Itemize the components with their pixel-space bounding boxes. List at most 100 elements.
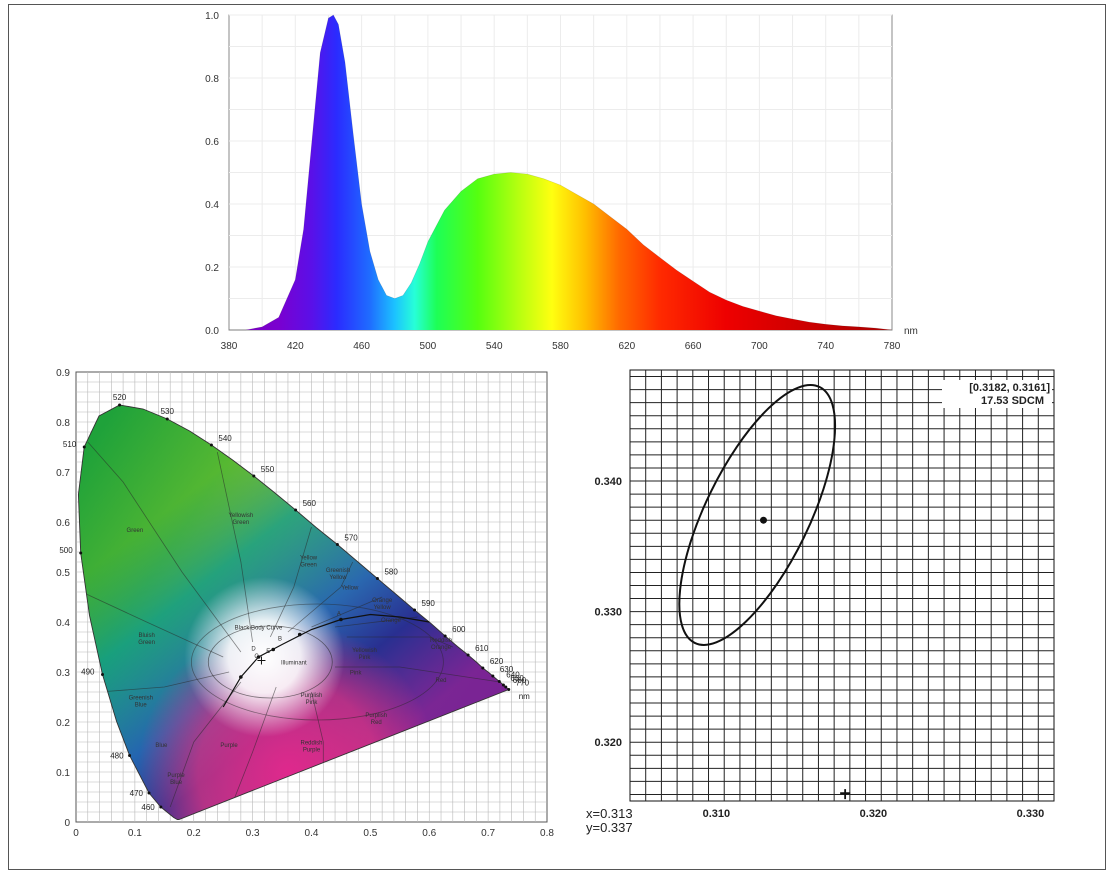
macadam-ellipse bbox=[678, 384, 837, 646]
cie-wavelength-label: 570 bbox=[344, 534, 358, 543]
cie-locus-tick bbox=[82, 445, 86, 449]
ellipse-sample-marker bbox=[840, 789, 851, 800]
cie-wavelength-label: 500 bbox=[59, 546, 73, 555]
spectrum-xtick-label: 740 bbox=[817, 341, 834, 352]
ellipse-ytick-label: 0.330 bbox=[594, 607, 622, 619]
cie-region-label: Purple bbox=[303, 748, 321, 754]
cie-wavelength-label: 550 bbox=[261, 465, 275, 474]
cie-black-body-curve bbox=[222, 613, 430, 708]
cie-locus-tick bbox=[118, 403, 122, 407]
cie-wavelength-label: 560 bbox=[303, 499, 317, 508]
cie-region-boundary bbox=[216, 451, 253, 643]
cie-region-boundary bbox=[99, 671, 230, 693]
cie-region-label: Pink bbox=[359, 655, 372, 661]
spectrum-xtick-label: 460 bbox=[353, 341, 370, 352]
cie-region-boundary bbox=[87, 441, 242, 653]
cie-region-boundary bbox=[334, 616, 418, 628]
cie-illuminant-label: A bbox=[337, 612, 341, 618]
cie-region-boundary bbox=[81, 591, 224, 658]
cie-region-label: Blue bbox=[135, 703, 148, 709]
cie-region-label: Yellow bbox=[341, 586, 359, 592]
cie-locus-tick bbox=[497, 680, 501, 683]
cie-locus-tick bbox=[466, 653, 470, 657]
cie-illuminant-label: B bbox=[278, 637, 282, 643]
cie-xtick-label: 0.7 bbox=[481, 828, 495, 839]
cie-wavelength-label: 490 bbox=[81, 668, 95, 677]
cie-region-label: Yellowish bbox=[228, 513, 253, 519]
spectrum-ytick-label: 0.4 bbox=[205, 200, 219, 211]
cie-ytick-label: 0.9 bbox=[56, 368, 70, 379]
cursor-x-readout: x=0.313 bbox=[586, 806, 633, 821]
cie-region-label: Blue bbox=[155, 743, 168, 749]
cie-xtick-label: 0.5 bbox=[363, 828, 377, 839]
cie-region-label: Pink bbox=[306, 700, 319, 706]
cie-locus-tick bbox=[443, 634, 447, 638]
cie-ytick-label: 0.5 bbox=[56, 568, 70, 579]
ellipse-annotation-sdcm: 17.53 SDCM bbox=[981, 395, 1044, 407]
spectrum-ytick-label: 0.2 bbox=[205, 263, 219, 274]
cie-locus-tick bbox=[501, 683, 505, 687]
cie-locus-tick bbox=[481, 666, 485, 670]
cie-wavelength-label: 540 bbox=[218, 434, 232, 443]
cie-region-label: Greenish bbox=[326, 568, 350, 574]
cie-wavelength-label: 530 bbox=[161, 407, 175, 416]
cie-locus-tick bbox=[159, 805, 163, 809]
cie-wavelength-label: 580 bbox=[384, 568, 398, 577]
cie-ytick-label: 0.7 bbox=[56, 468, 70, 479]
cie-xtick-label: 0.3 bbox=[246, 828, 260, 839]
spectrum-series-area bbox=[229, 15, 892, 330]
cie-ytick-label: 0.3 bbox=[56, 668, 70, 679]
cie-xtick-label: 0.1 bbox=[128, 828, 142, 839]
cie-xtick-label: 0 bbox=[73, 828, 79, 839]
cie-wavelength-label: 610 bbox=[475, 644, 489, 653]
cie-locus-tick bbox=[252, 474, 256, 478]
cie-black-body-point bbox=[256, 655, 261, 659]
cie-illuminant-label: E bbox=[266, 649, 270, 655]
cie-wavelength-unit: nm bbox=[519, 692, 530, 701]
cie-black-body-point bbox=[297, 632, 302, 637]
cie-locus-tick bbox=[491, 674, 495, 678]
spectrum-xtick-label: 660 bbox=[685, 341, 702, 352]
cie-region-label: Green bbox=[300, 563, 317, 569]
cie-wavelength-label: 590 bbox=[422, 599, 436, 608]
cie-region-boundary bbox=[346, 636, 453, 648]
cie-region-label: Reddish bbox=[300, 741, 322, 747]
cie-wavelength-label: 630 bbox=[500, 665, 514, 674]
ellipse-ytick-label: 0.340 bbox=[594, 476, 622, 488]
cie-xtick-label: 0.4 bbox=[305, 828, 319, 839]
cie-locus-tick bbox=[375, 577, 379, 580]
cie-region-boundary bbox=[287, 561, 354, 633]
cie-xtick-label: 0.6 bbox=[422, 828, 436, 839]
spectrum-xtick-label: 700 bbox=[751, 341, 768, 352]
cie-locus-tick bbox=[504, 685, 508, 689]
spectrum-xtick-label: 380 bbox=[221, 341, 238, 352]
ellipse-ytick-label: 0.320 bbox=[594, 737, 622, 749]
cie-black-body-point bbox=[339, 617, 343, 622]
cie-region-label: Blue bbox=[170, 780, 183, 786]
cie-locus-tick bbox=[147, 791, 151, 795]
cie-ytick-label: 0.8 bbox=[56, 418, 70, 429]
cie-region-label: Bluish bbox=[138, 633, 154, 639]
spectrum-plot: 380 420 460 500 540 580 620 660 700 740 780 0.0 0.2 0… bbox=[205, 11, 918, 352]
cie-wavelength-label: 640 bbox=[506, 671, 520, 680]
cie-region-label: Orange bbox=[372, 598, 393, 604]
cie-region-boundary bbox=[169, 681, 242, 808]
cie-region-label: Yellow bbox=[329, 575, 347, 581]
cie-wavelength-label: 650 bbox=[510, 674, 524, 683]
cie-locus-tick bbox=[209, 443, 213, 447]
cie-wavelength-label: 600 bbox=[452, 625, 466, 634]
cie-locus-tick bbox=[128, 754, 132, 757]
cie-region-label: Yellow bbox=[300, 556, 318, 562]
cie-locus-tick bbox=[294, 508, 298, 512]
spectrum-xtick-label: 540 bbox=[486, 341, 503, 352]
cie-xtick-label: 0.8 bbox=[540, 828, 554, 839]
cie-ytick-label: 0.6 bbox=[56, 518, 70, 529]
cie-region-label: Orange bbox=[381, 618, 402, 624]
spectrum-xtick-label: 420 bbox=[287, 341, 304, 352]
spectrum-ytick-label: 1.0 bbox=[205, 11, 219, 22]
cie-wavelength-label: 470 bbox=[130, 789, 144, 798]
ellipse-xtick-label: 0.320 bbox=[860, 808, 888, 820]
cie-illuminant-label: C bbox=[254, 654, 259, 660]
cie-ytick-label: 0.4 bbox=[56, 618, 70, 629]
